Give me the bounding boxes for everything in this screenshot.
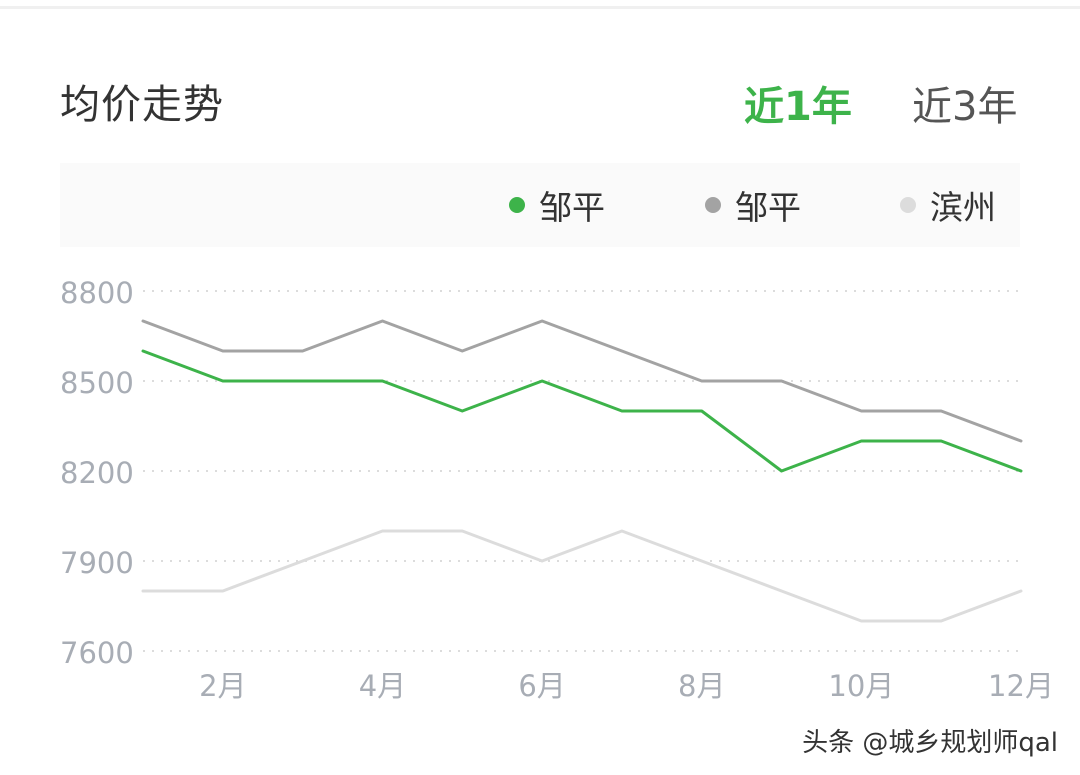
x-tick-label: 10月 [828,669,894,703]
legend-label: 邹平 [735,188,801,227]
x-tick-label: 12月 [988,669,1054,703]
y-tick-label: 8500 [60,366,134,400]
legend-dot-icon [705,197,721,213]
page-title: 均价走势 [60,82,224,128]
series-line-3 [141,529,1023,623]
price-trend-chart: 7600 7900 8200 8500 8800 2月 4月 6月 8月 10月 12月 [60,276,1054,703]
legend-label: 滨州 [930,188,996,227]
x-tick-label: 6月 [518,669,565,703]
series-line-1 [141,349,1023,473]
y-tick-label: 8200 [60,456,134,490]
chart-legend: 邹平 邹平 滨州 [60,163,1020,247]
series-line-2 [141,319,1023,443]
top-divider [0,6,1080,9]
legend-item-series-2[interactable]: 邹平 [705,185,801,227]
y-tick-label: 7600 [60,636,134,670]
legend-dot-icon [509,197,525,213]
tab-3-years[interactable]: 近3年 [912,84,1018,130]
x-tick-label: 2月 [199,669,246,703]
watermark-text: 头条 @城乡规划师qal [802,728,1058,758]
y-tick-label: 8800 [60,276,134,310]
x-tick-label: 4月 [359,669,406,703]
legend-item-series-1[interactable]: 邹平 [509,185,605,227]
x-tick-label: 8月 [678,669,725,703]
legend-item-series-3[interactable]: 滨州 [900,185,996,227]
legend-label: 邹平 [539,188,605,227]
legend-dot-icon [900,197,916,213]
tab-1-year[interactable]: 近1年 [744,84,852,130]
y-tick-label: 7900 [60,546,134,580]
